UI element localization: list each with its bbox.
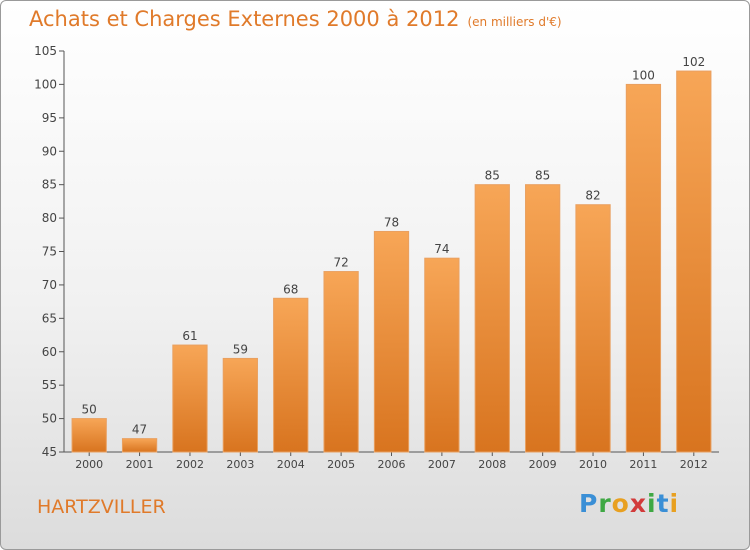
bar	[474, 184, 510, 453]
bar-value-label: 78	[384, 215, 399, 229]
bar	[172, 344, 208, 453]
chart-labels: 50 2000 47 2001 61 2002 59 2003 68 2004 72 2005 78 20…	[75, 55, 708, 471]
bar	[273, 297, 309, 453]
bar	[625, 83, 662, 453]
bar-value-label: 72	[333, 256, 348, 270]
x-tick-label: 2007	[428, 458, 456, 471]
bar	[323, 271, 359, 453]
chart-title-text: Achats et Charges Externes 2000 à 2012	[29, 7, 460, 31]
x-tick-label: 2000	[75, 458, 103, 471]
brand-logo-letter: i	[647, 489, 657, 518]
bar	[525, 184, 561, 453]
brand-logo-letter: P	[579, 489, 599, 518]
brand-logo-letter: o	[611, 489, 630, 518]
y-tick-label: 75	[42, 245, 57, 259]
x-tick-label: 2010	[579, 458, 607, 471]
y-tick-label: 85	[42, 178, 57, 192]
brand-logo-letter: r	[598, 489, 612, 518]
bar-value-label: 85	[485, 169, 500, 183]
bar	[575, 204, 611, 453]
brand-logo-letter: t	[656, 489, 670, 518]
y-tick-label: 50	[42, 412, 57, 426]
bar-value-label: 74	[434, 242, 449, 256]
x-tick-label: 2008	[478, 458, 506, 471]
x-tick-label: 2011	[629, 458, 657, 471]
x-tick-label: 2002	[176, 458, 204, 471]
chart-bars	[71, 70, 712, 453]
y-tick-label: 80	[42, 211, 57, 225]
bar-value-label: 50	[82, 403, 97, 417]
y-tick-label: 55	[42, 378, 57, 392]
y-tick-label: 100	[34, 77, 57, 91]
x-tick-label: 2009	[529, 458, 557, 471]
bar-value-label: 85	[535, 169, 550, 183]
bar-value-label: 102	[682, 55, 705, 69]
bar	[71, 418, 107, 453]
chart-title: Achats et Charges Externes 2000 à 2012 (e…	[29, 7, 562, 31]
brand-logo-letter: x	[629, 489, 647, 518]
bar-value-label: 82	[585, 189, 600, 203]
y-tick-label: 65	[42, 311, 57, 325]
y-tick-label: 105	[34, 44, 57, 58]
bar-value-label: 47	[132, 423, 147, 437]
chart-unit-label: (en milliers d'€)	[467, 15, 562, 29]
brand-logo: Proxiti	[579, 489, 679, 518]
bar-value-label: 59	[233, 342, 248, 356]
bar	[121, 438, 158, 453]
y-tick-label: 60	[42, 345, 57, 359]
x-tick-label: 2005	[327, 458, 355, 471]
bar	[424, 257, 460, 453]
bar	[222, 357, 258, 453]
bar-value-label: 61	[182, 329, 197, 343]
bar-value-label: 68	[283, 282, 298, 296]
x-tick-label: 2012	[680, 458, 708, 471]
y-tick-label: 90	[42, 144, 57, 158]
x-tick-label: 2006	[378, 458, 406, 471]
brand-logo-letter: i	[669, 489, 680, 518]
bar	[676, 70, 712, 453]
y-tick-label: 70	[42, 278, 57, 292]
chart-axes: 45 50 55 60 65 70 75 80 85 90 95 100 105	[34, 44, 719, 459]
y-tick-label: 45	[42, 445, 57, 459]
bar	[373, 230, 410, 453]
y-tick-label: 95	[42, 111, 57, 125]
x-tick-label: 2001	[126, 458, 154, 471]
bar-value-label: 100	[632, 68, 655, 82]
x-tick-label: 2003	[226, 458, 254, 471]
town-name: HARTZVILLER	[37, 496, 166, 518]
x-tick-label: 2004	[277, 458, 305, 471]
